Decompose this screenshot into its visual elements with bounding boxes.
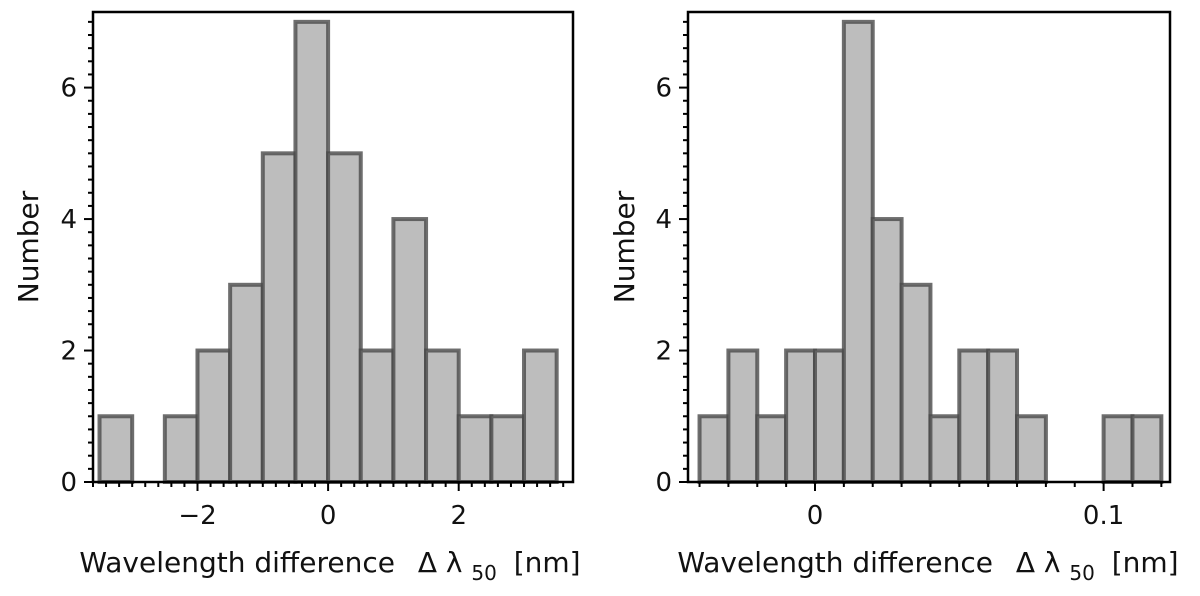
right-histogram-bar: [841, 19, 875, 485]
left-histogram-bar: [489, 414, 527, 485]
right-histogram-bar: [928, 414, 962, 485]
right-histogram-bar: [812, 348, 846, 484]
left-histogram-bar: [162, 414, 200, 485]
right-y-tick-label: 4: [655, 205, 672, 235]
left-histogram-bar: [358, 348, 396, 484]
right-histogram-bar: [899, 282, 933, 485]
left-histogram-bar: [260, 151, 298, 484]
left-y-tick-label: 0: [60, 468, 77, 498]
left-histogram-bar: [424, 348, 461, 484]
right-histogram-bar: [870, 217, 904, 485]
left-axis-ticks: [84, 20, 565, 491]
right-histogram-bar: [1101, 414, 1135, 485]
right-x-tick-label: 0.1: [1083, 501, 1124, 531]
left-histogram-bar: [456, 414, 494, 485]
right-histogram-bar: [784, 348, 817, 484]
left-histogram-bar: [195, 348, 233, 484]
left-histogram-bar: [391, 217, 429, 485]
right-histogram-bar: [1130, 414, 1164, 485]
left-y-axis-label: Number: [12, 190, 45, 303]
right-x-tick-label: 0: [807, 501, 824, 531]
right-axis-ticks: [679, 20, 1163, 491]
right-y-tick-label: 6: [655, 74, 672, 104]
right-histogram-bar: [697, 414, 731, 485]
left-plot-frame: [91, 10, 575, 484]
left-histogram-bar: [326, 151, 363, 484]
right-y-tick-label: 2: [655, 337, 672, 367]
left-histogram-bar: [293, 19, 331, 485]
left-x-tick-label: −2: [178, 501, 216, 531]
left-y-tick-label: 6: [60, 74, 77, 104]
right-histogram-panel: 0 2 4 6 0 0.1 Number Wavelength difference Δ …: [608, 10, 1179, 587]
left-y-tick-label: 2: [60, 337, 77, 367]
right-y-tick-label: 0: [655, 468, 672, 498]
left-y-tick-label: 4: [60, 205, 77, 235]
left-histogram-bar: [522, 348, 559, 484]
right-plot-frame: [686, 10, 1172, 484]
right-y-axis-label: Number: [608, 190, 641, 303]
left-x-axis-label: Wavelength difference Δ λ 50 [nm]: [79, 546, 580, 587]
right-histogram-bars: [697, 19, 1164, 485]
left-x-tick-label: 2: [450, 501, 467, 531]
right-histogram-bar: [1015, 414, 1048, 485]
left-histogram-panel: 0 2 4 6 −2 0 2 Number Wavelength difference Δ …: [12, 10, 581, 587]
left-histogram-bars: [97, 19, 559, 485]
left-x-tick-label: 0: [320, 501, 337, 531]
right-tick-labels: 0 2 4 6 0 0.1: [655, 74, 1124, 531]
right-histogram-bar: [986, 348, 1020, 484]
right-x-axis-label: Wavelength difference Δ λ 50 [nm]: [677, 546, 1178, 587]
left-histogram-bar: [97, 414, 135, 485]
left-tick-labels: 0 2 4 6 −2 0 2: [60, 74, 467, 531]
right-histogram-bar: [726, 348, 760, 484]
right-histogram-bar: [957, 348, 991, 484]
left-histogram-bar: [228, 282, 265, 485]
right-histogram-bar: [755, 414, 789, 485]
